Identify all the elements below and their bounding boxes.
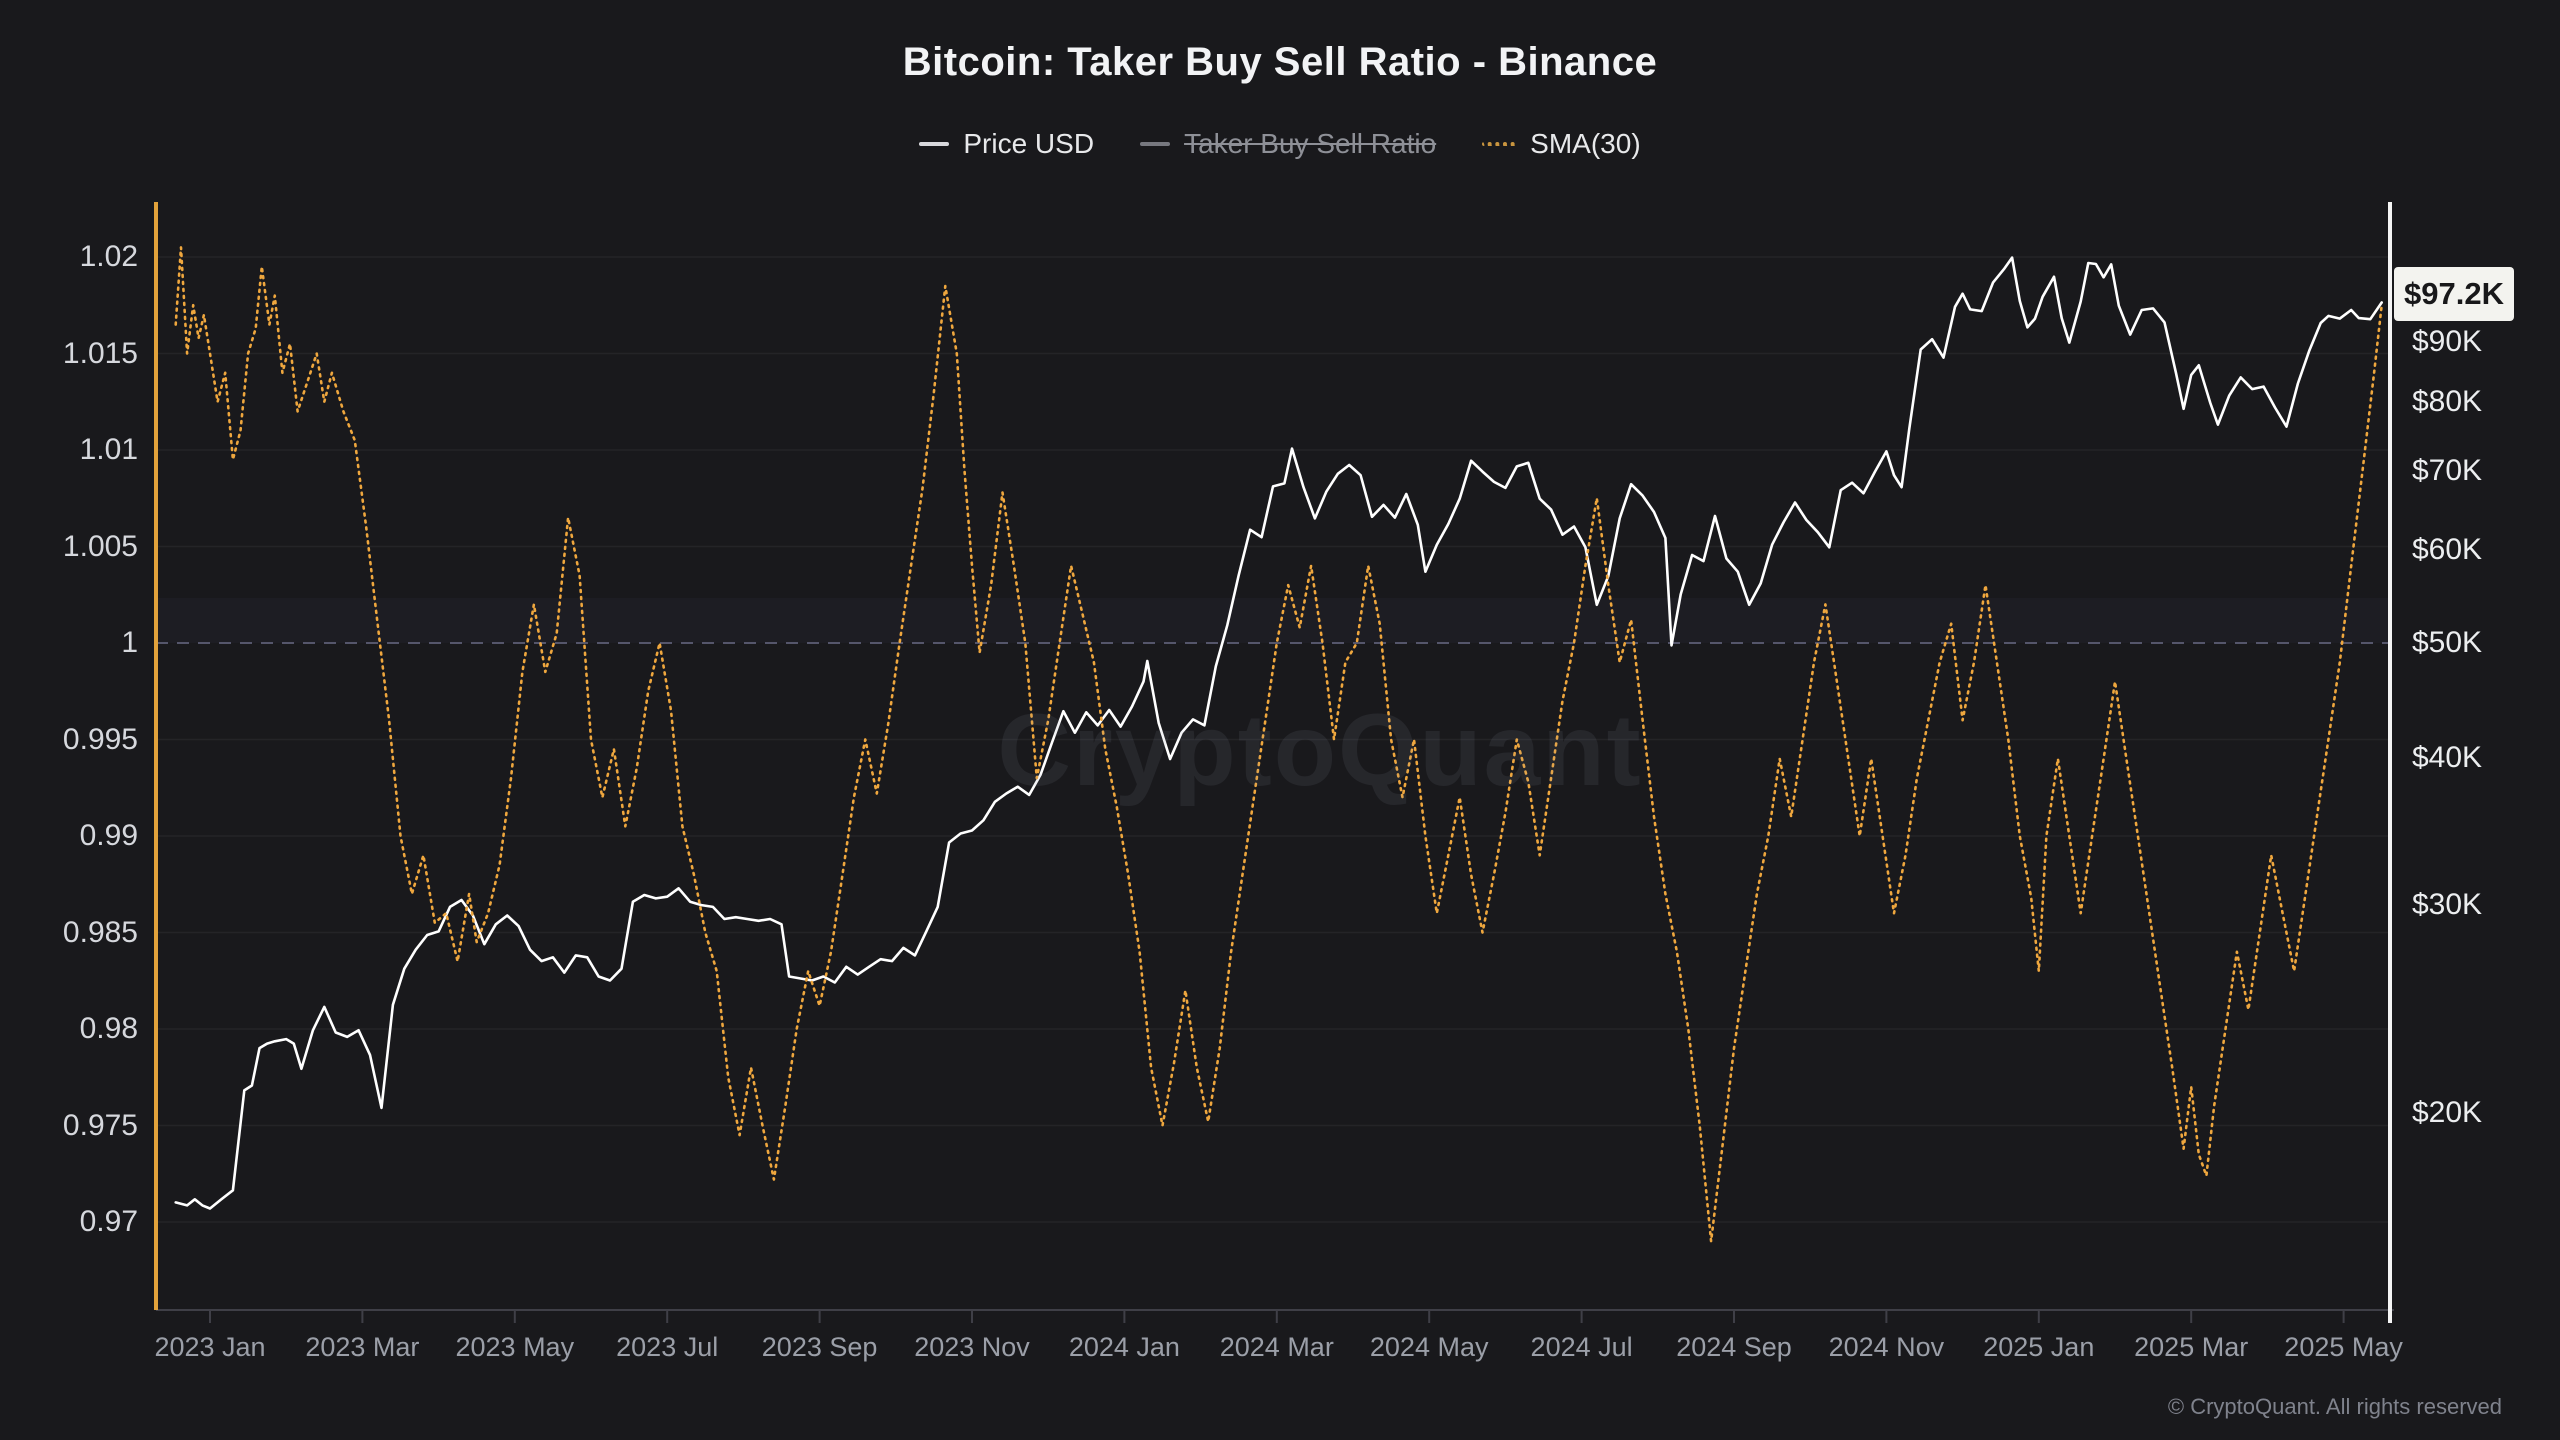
reference-band	[156, 598, 2390, 643]
axis-tick-label: 2023 Jul	[616, 1332, 719, 1362]
axis-tick-label: 2025 Mar	[2134, 1332, 2249, 1362]
axis-tick-label: 0.975	[62, 1108, 138, 1142]
series-price-usd	[174, 256, 2383, 1210]
axis-tick-label: 2023 Jan	[154, 1332, 266, 1362]
axis-tick-label: $20K	[2412, 1095, 2483, 1129]
legend-item-taker-buy-sell-ratio[interactable]: Taker Buy Sell Ratio	[1140, 128, 1436, 160]
legend: Price USD Taker Buy Sell Ratio SMA(30)	[0, 122, 2560, 166]
axis-tick-label: 1	[121, 626, 138, 659]
axis-tick-label: $30K	[2412, 888, 2483, 922]
axis-tick-label: 1.01	[79, 433, 138, 466]
axis-tick-label: 2024 Nov	[1828, 1332, 1945, 1362]
axis-tick-label: 2025 Jan	[1983, 1332, 2095, 1362]
axis-tick-label: 2023 May	[455, 1332, 575, 1362]
axis-tick-label: 2024 Sep	[1676, 1332, 1792, 1362]
solid-line-icon	[1140, 142, 1171, 146]
latest-price-badge: $97.2K	[2394, 267, 2514, 321]
copyright-footer: © CryptoQuant. All rights reserved	[2167, 1394, 2502, 1419]
axis-tick-label: 2024 Jan	[1068, 1332, 1180, 1362]
axis-tick-label: 1.005	[62, 529, 138, 563]
axis-tick-label: 2023 Nov	[914, 1332, 1030, 1362]
axis-tick-label: $80K	[2412, 385, 2483, 419]
axis-tick-label: 1.02	[79, 240, 138, 273]
axis-tick-label: $50K	[2412, 626, 2483, 660]
page-title: Bitcoin: Taker Buy Sell Ratio - Binance	[902, 40, 1658, 84]
axis-tick-label: $60K	[2412, 532, 2483, 566]
legend-label: Price USD	[963, 128, 1095, 159]
dotted-line-icon	[1482, 142, 1517, 146]
axis-tick-label: 0.995	[62, 722, 138, 756]
axis-tick-label: 1.015	[62, 336, 138, 370]
axis-tick-label: 2024 Mar	[1219, 1332, 1334, 1362]
axis-tick-label: 2023 Mar	[305, 1332, 420, 1362]
axis-tick-label: $40K	[2412, 740, 2483, 774]
axis-tick-label: $70K	[2412, 453, 2483, 487]
axis-tick-label: $90K	[2412, 324, 2483, 358]
axis-tick-label: 0.97	[79, 1205, 138, 1238]
axis-tick-label: 2024 Jul	[1530, 1332, 1633, 1362]
axis-tick-label: 0.99	[79, 819, 138, 852]
axis-tick-label: 0.98	[79, 1012, 138, 1045]
series-sma-30-	[174, 246, 2383, 1243]
legend-label: Taker Buy Sell Ratio	[1184, 128, 1437, 159]
legend-item-sma30[interactable]: SMA(30)	[1482, 128, 1641, 160]
legend-label: SMA(30)	[1530, 128, 1641, 159]
axis-tick-label: 2023 Sep	[761, 1332, 878, 1362]
legend-item-price-usd[interactable]: Price USD	[919, 128, 1094, 160]
axis-tick-label: 0.985	[62, 915, 138, 949]
solid-line-icon	[919, 142, 950, 146]
axis-tick-label: 2025 May	[2284, 1332, 2403, 1362]
axis-tick-label: 2024 May	[1369, 1332, 1489, 1362]
